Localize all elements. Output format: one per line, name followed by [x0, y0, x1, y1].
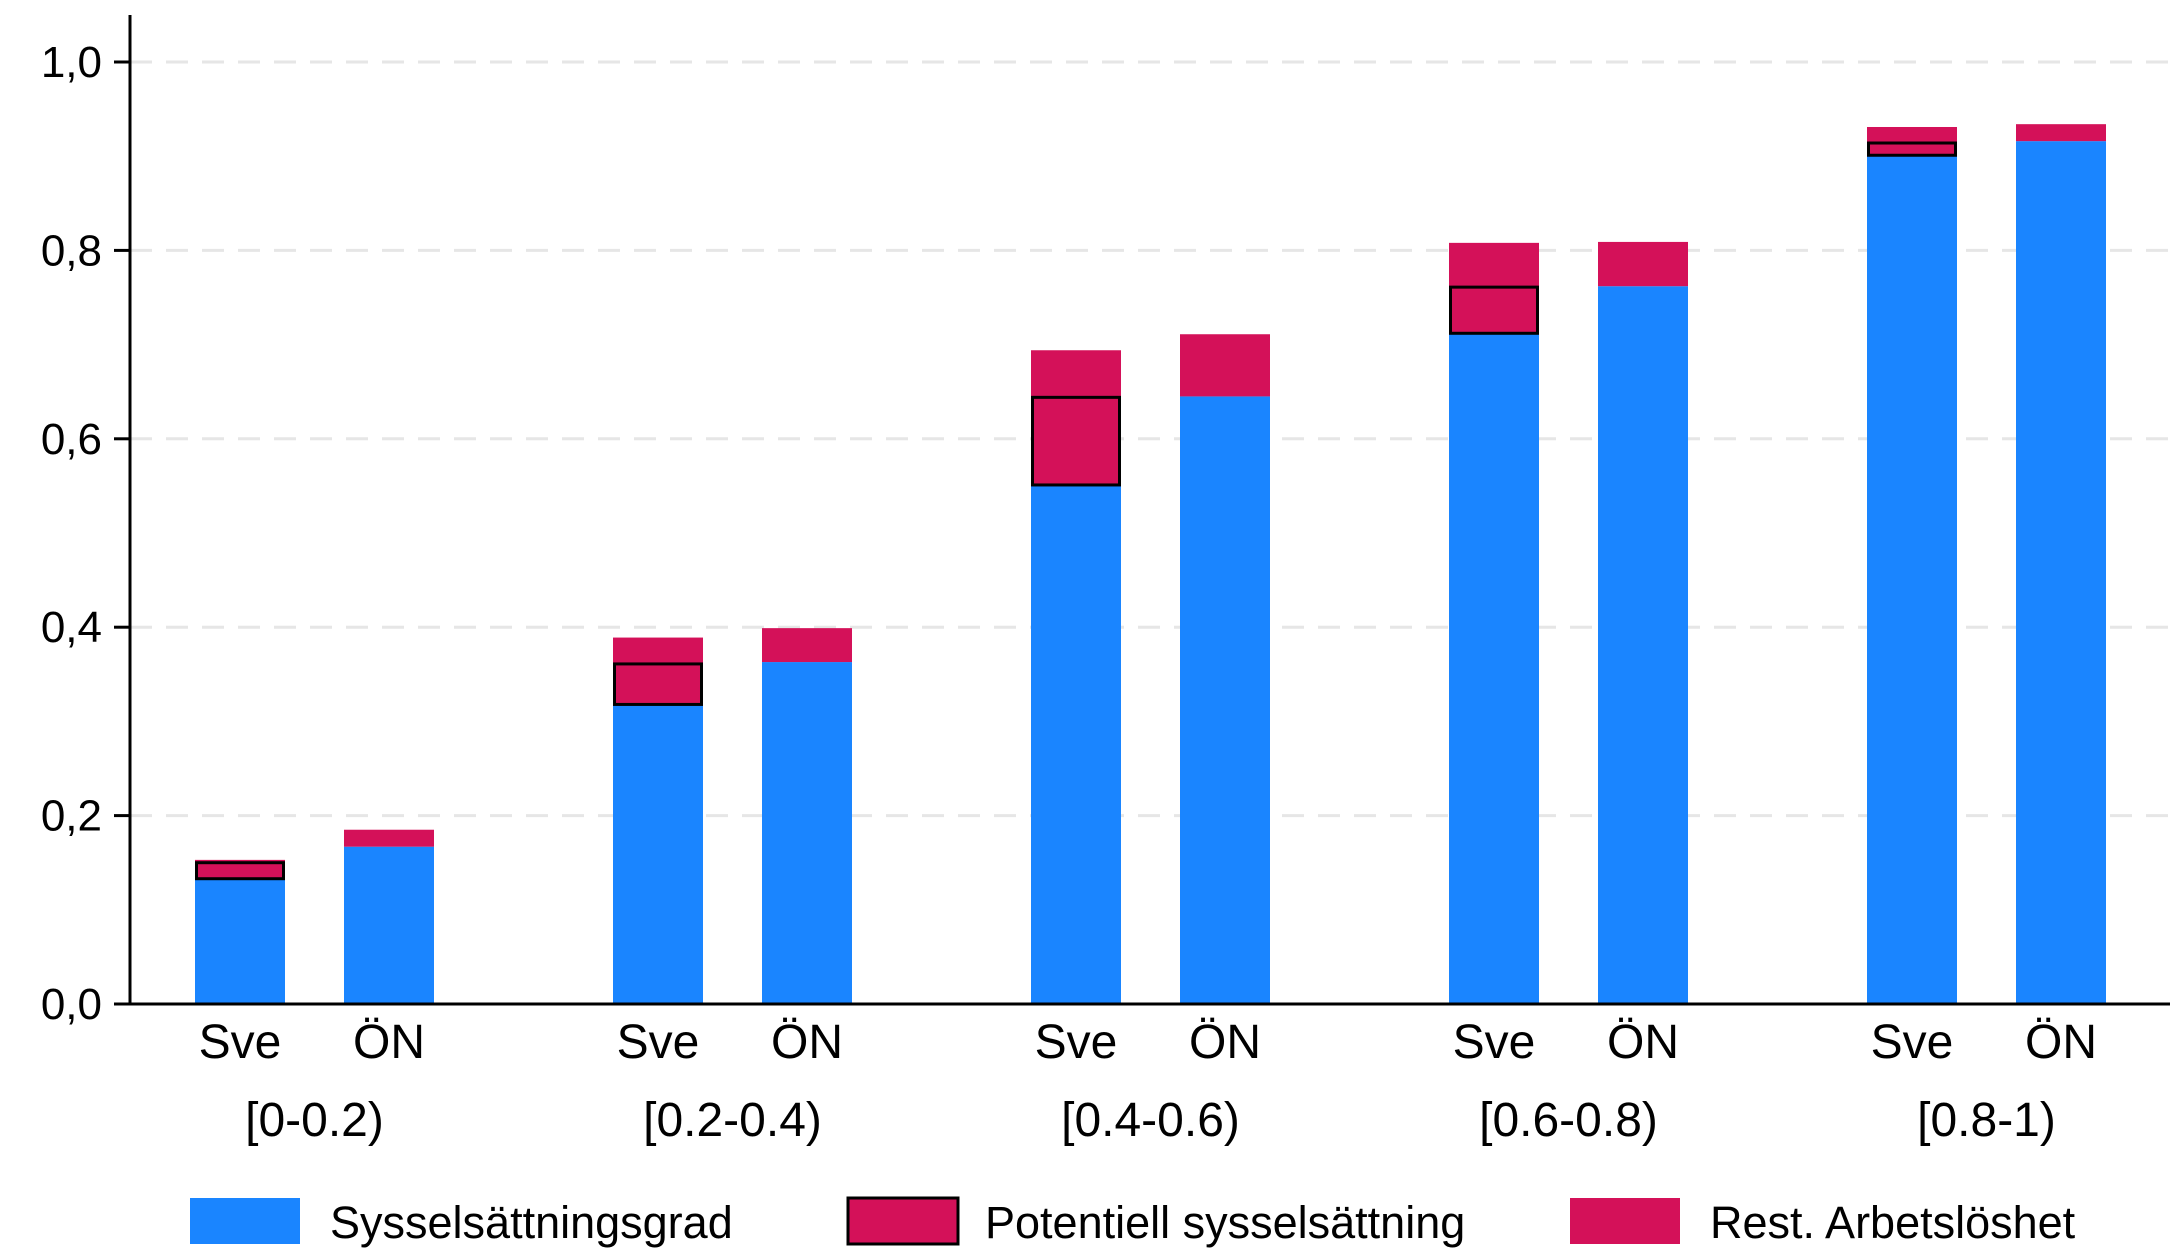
bar-segment-rest	[344, 829, 434, 847]
y-tick-label: 0,4	[41, 603, 102, 652]
bar-0-ÖN	[344, 829, 434, 1004]
bar-segment-potentiell	[195, 861, 285, 881]
bar-segment-rest	[2016, 124, 2106, 142]
legend: Sysselsättningsgrad Potentiell sysselsätt…	[190, 1196, 2076, 1248]
y-tick-label: 0,8	[41, 226, 102, 275]
bar-3-ÖN	[1598, 241, 1688, 1004]
grid-lines	[130, 60, 2170, 818]
bar-3-Sve	[1449, 242, 1539, 1004]
bar-segment-sysselsattningsgrad	[613, 704, 703, 1004]
x-group-label: [0.4-0.6)	[1061, 1094, 1240, 1147]
bar-segment-potentiell	[1031, 395, 1121, 487]
x-subcategory-label: ÖN	[1189, 1016, 1261, 1069]
bar-segment-sysselsattningsgrad	[1180, 396, 1270, 1004]
x-group-label: [0.8-1)	[1917, 1094, 2056, 1147]
axis-labels: 0,0 0,2 0,4 0,6 0,8 1,0 Sve ÖN [0-0.2) Sve ÖN [0.2-…	[41, 38, 2097, 1147]
x-group-label: [0.2-0.4)	[643, 1094, 822, 1147]
legend-label: Sysselsättningsgrad	[330, 1197, 733, 1248]
x-subcategory-label: ÖN	[771, 1016, 843, 1069]
legend-label: Potentiell sysselsättning	[985, 1197, 1465, 1248]
bar-4-Sve	[1867, 126, 1957, 1004]
x-subcategory-label: Sve	[199, 1016, 282, 1069]
bar-segment-sysselsattningsgrad	[762, 662, 852, 1004]
bar-segment-rest	[1867, 126, 1957, 144]
bar-1-Sve	[613, 637, 703, 1004]
x-subcategory-label: ÖN	[2025, 1016, 2097, 1069]
y-tick-label: 0,2	[41, 792, 102, 841]
bar-segment-sysselsattningsgrad	[344, 846, 434, 1004]
x-subcategory-label: Sve	[617, 1016, 700, 1069]
bar-segment-sysselsattningsgrad	[1031, 484, 1121, 1004]
x-subcategory-label: Sve	[1871, 1016, 1954, 1069]
bar-segment-sysselsattningsgrad	[1598, 286, 1688, 1004]
x-group-label: [0.6-0.8)	[1479, 1094, 1658, 1147]
bar-segment-potentiell	[613, 662, 703, 706]
legend-swatch	[190, 1198, 300, 1244]
x-group-label: [0-0.2)	[245, 1094, 384, 1147]
bar-segment-potentiell	[1449, 285, 1539, 335]
bar-2-ÖN	[1180, 334, 1270, 1004]
legend-item-potentiell: Potentiell sysselsättning	[846, 1196, 1465, 1248]
legend-swatch	[846, 1196, 960, 1246]
bar-2-Sve	[1031, 350, 1121, 1004]
y-tick-label: 1,0	[41, 38, 102, 87]
bar-segment-sysselsattningsgrad	[1449, 333, 1539, 1004]
bar-segment-potentiell	[1867, 141, 1957, 157]
x-subcategory-label: ÖN	[353, 1016, 425, 1069]
bar-segment-rest	[1598, 241, 1688, 287]
legend-item-rest: Rest. Arbetslöshet	[1570, 1197, 2076, 1248]
bar-segment-rest	[1031, 350, 1121, 398]
y-tick-label: 0,0	[41, 980, 102, 1029]
bars	[195, 124, 2106, 1005]
x-subcategory-label: Sve	[1453, 1016, 1536, 1069]
bar-0-Sve	[195, 859, 285, 1004]
x-subcategory-label: Sve	[1035, 1016, 1118, 1069]
bar-4-ÖN	[2016, 124, 2106, 1005]
x-subcategory-label: ÖN	[1607, 1016, 1679, 1069]
bar-segment-sysselsattningsgrad	[195, 878, 285, 1004]
bar-segment-rest	[1449, 242, 1539, 288]
y-tick-label: 0,6	[41, 415, 102, 464]
bar-1-ÖN	[762, 628, 852, 1004]
bar-segment-sysselsattningsgrad	[2016, 141, 2106, 1005]
legend-swatch	[1570, 1198, 1680, 1244]
bar-segment-rest	[762, 628, 852, 663]
legend-item-sysselsattningsgrad: Sysselsättningsgrad	[190, 1197, 733, 1248]
legend-label: Rest. Arbetslöshet	[1710, 1197, 2076, 1248]
bar-segment-rest	[1180, 334, 1270, 397]
bar-segment-sysselsattningsgrad	[1867, 155, 1957, 1004]
bar-segment-rest	[613, 637, 703, 664]
axes	[114, 15, 2170, 1006]
